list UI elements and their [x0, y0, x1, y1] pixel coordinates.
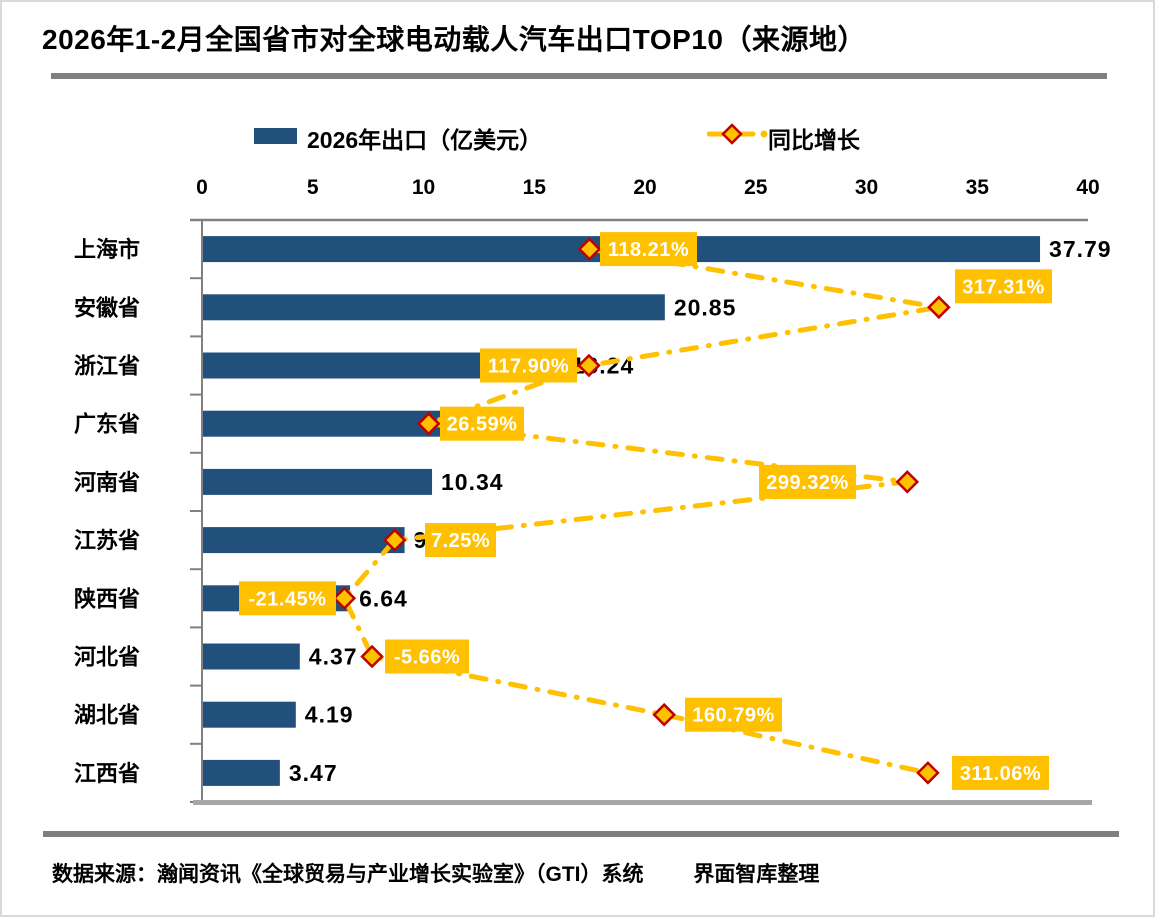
- category-label: 河南省: [74, 470, 140, 495]
- title-divider: [51, 73, 1107, 79]
- growth-badge: [759, 464, 856, 499]
- bar-value-label: 4.37: [309, 644, 358, 670]
- footer-divider: [43, 831, 1119, 837]
- growth-badge-label: 299.32%: [766, 472, 848, 494]
- chart-title: 2026年1-2月全国省市对全球电动载人汽车出口TOP10（来源地）: [42, 24, 866, 55]
- growth-badge: [425, 523, 496, 558]
- growth-badge-label: 7.25%: [431, 530, 490, 552]
- growth-marker-diamond-icon: [895, 470, 920, 494]
- bar: [203, 701, 296, 728]
- category-label: 江苏省: [74, 528, 140, 553]
- x-axis-tick-label: 20: [633, 176, 656, 199]
- legend-line-label: 同比增长: [768, 127, 860, 153]
- growth-badge: [955, 269, 1052, 304]
- bar-value-label: 6.64: [359, 585, 408, 611]
- growth-badge: [385, 639, 469, 674]
- growth-marker-diamond-icon: [332, 586, 357, 611]
- growth-marker-diamond-icon: [416, 411, 441, 436]
- growth-badge: [685, 697, 782, 732]
- growth-badge-label: 317.31%: [962, 276, 1044, 298]
- category-label: 江西省: [74, 761, 140, 786]
- growth-badge-label: -21.45%: [249, 588, 327, 610]
- growth-marker-diamond-icon: [577, 237, 602, 261]
- x-axis-tick-label: 10: [412, 176, 435, 199]
- category-label: 浙江省: [74, 354, 140, 379]
- growth-badge-label: 160.79%: [692, 705, 774, 727]
- growth-badge: [440, 406, 524, 441]
- x-axis-tick-label: 0: [196, 176, 208, 199]
- bar: [203, 759, 280, 786]
- growth-marker-diamond-icon: [382, 528, 407, 552]
- growth-badge: [952, 755, 1049, 790]
- growth-marker-diamond-icon: [916, 761, 940, 785]
- growth-badge: [239, 581, 336, 616]
- x-axis-tick-label: 5: [307, 176, 319, 199]
- x-axis-tick-label: 15: [523, 176, 547, 199]
- growth-marker-diamond-icon: [927, 295, 951, 320]
- bar-value-label: 4.19: [305, 702, 354, 728]
- growth-marker-diamond-icon: [577, 353, 601, 378]
- growth-badge: [600, 232, 697, 267]
- bar-value-label: 37.79: [1049, 236, 1112, 262]
- category-label: 上海市: [74, 237, 140, 262]
- growth-line: [341, 246, 942, 776]
- bar-value-label: 3.47: [289, 760, 338, 786]
- bar: [203, 643, 300, 670]
- bar-value-label: 20.85: [674, 294, 737, 320]
- growth-badge-label: -5.66%: [394, 647, 460, 669]
- bar: [203, 468, 433, 495]
- legend-diamond-icon: [721, 123, 743, 145]
- legend-line-dot: [760, 130, 768, 138]
- growth-marker-diamond-icon: [360, 644, 384, 669]
- x-axis-tick-label: 30: [855, 176, 878, 199]
- category-label: 河北省: [74, 645, 140, 670]
- bar-value-label: 10.34: [441, 469, 504, 495]
- category-label: 湖北省: [74, 703, 140, 728]
- bar: [203, 527, 405, 554]
- growth-marker-diamond-icon: [652, 702, 676, 727]
- growth-badge-label: 26.59%: [447, 414, 518, 436]
- growth-badge: [480, 348, 577, 383]
- bar: [203, 294, 665, 321]
- legend-bar-swatch: [254, 128, 297, 144]
- growth-badge-label: 118.21%: [608, 239, 689, 261]
- legend-bar-label: 2026年出口（亿美元）: [307, 127, 543, 153]
- axis-baseline: [193, 800, 1092, 805]
- category-label: 陕西省: [74, 586, 140, 611]
- bar-value-label: 9: [414, 527, 428, 553]
- compiler-credit-text: 界面智库整理: [693, 863, 820, 886]
- growth-badge-label: 311.06%: [960, 763, 1041, 785]
- growth-badge-label: 117.90%: [488, 356, 569, 378]
- x-axis-tick-label: 25: [744, 176, 768, 199]
- legend-line-marker-icon: [707, 123, 768, 145]
- category-label: 安徽省: [74, 295, 140, 320]
- x-axis-tick-label: 35: [966, 176, 990, 199]
- footer: 数据来源：瀚闻资讯《全球贸易与产业增长实验室》（GTI）系统 界面智库整理: [52, 858, 819, 888]
- bar: [203, 410, 445, 437]
- data-source-text: 数据来源：瀚闻资讯《全球贸易与产业增长实验室》（GTI）系统: [52, 863, 644, 886]
- x-axis-tick-label: 40: [1076, 176, 1099, 199]
- category-label: 广东省: [74, 412, 140, 437]
